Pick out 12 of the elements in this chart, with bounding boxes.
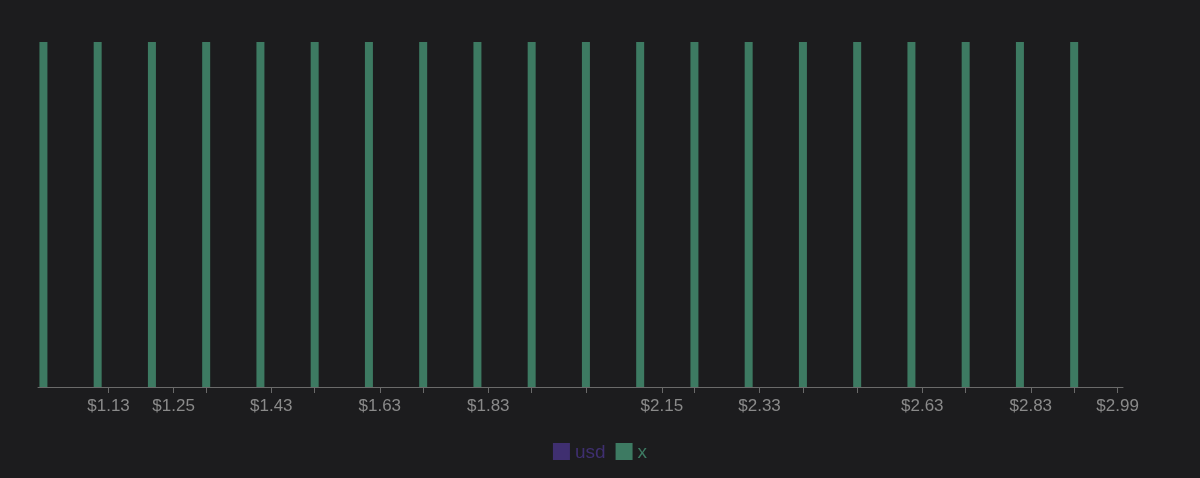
x-tick-label: $1.83 xyxy=(467,396,510,415)
x-tick-label: $2.83 xyxy=(1009,396,1053,415)
x-tick-label: $2.63 xyxy=(901,396,944,415)
x-tick-label: $1.43 xyxy=(250,396,293,415)
legend-label: x xyxy=(637,441,648,462)
x-tick-label: $1.25 xyxy=(152,396,195,415)
x-tick-label: $2.99 xyxy=(1096,396,1139,415)
x-tick-label: $2.15 xyxy=(640,396,684,415)
x-tick-label: $1.63 xyxy=(358,396,402,415)
legend-label: usd xyxy=(574,441,606,462)
x-tick-label: $2.33 xyxy=(738,396,781,415)
x-tick-label: $1.13 xyxy=(87,396,130,415)
